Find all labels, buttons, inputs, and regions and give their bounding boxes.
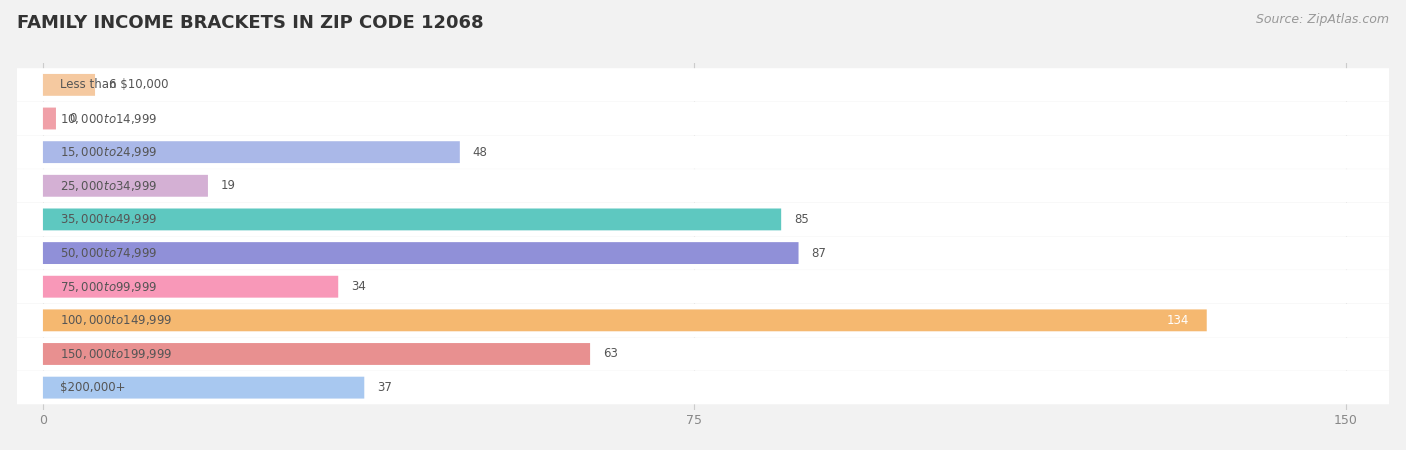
FancyBboxPatch shape [44,242,799,264]
FancyBboxPatch shape [44,74,96,96]
FancyBboxPatch shape [44,141,460,163]
Text: $200,000+: $200,000+ [60,381,125,394]
Text: 37: 37 [377,381,392,394]
FancyBboxPatch shape [17,68,1389,102]
Text: $25,000 to $34,999: $25,000 to $34,999 [60,179,157,193]
Text: 34: 34 [352,280,366,293]
Text: 0: 0 [69,112,76,125]
FancyBboxPatch shape [17,102,1389,135]
Text: $150,000 to $199,999: $150,000 to $199,999 [60,347,173,361]
FancyBboxPatch shape [44,108,56,130]
Text: $35,000 to $49,999: $35,000 to $49,999 [60,212,157,226]
Text: 85: 85 [794,213,808,226]
FancyBboxPatch shape [17,203,1389,236]
FancyBboxPatch shape [44,276,339,297]
FancyBboxPatch shape [44,377,364,399]
Text: $50,000 to $74,999: $50,000 to $74,999 [60,246,157,260]
Text: $75,000 to $99,999: $75,000 to $99,999 [60,280,157,294]
Text: 87: 87 [811,247,827,260]
FancyBboxPatch shape [17,270,1389,303]
Text: 134: 134 [1167,314,1189,327]
Text: Less than $10,000: Less than $10,000 [60,78,169,91]
FancyBboxPatch shape [17,304,1389,337]
FancyBboxPatch shape [17,236,1389,270]
Text: $100,000 to $149,999: $100,000 to $149,999 [60,313,173,327]
Text: 48: 48 [472,146,488,159]
FancyBboxPatch shape [17,371,1389,404]
FancyBboxPatch shape [17,135,1389,169]
FancyBboxPatch shape [44,208,782,230]
FancyBboxPatch shape [44,343,591,365]
FancyBboxPatch shape [44,310,1206,331]
Text: 19: 19 [221,179,236,192]
FancyBboxPatch shape [17,338,1389,371]
Text: FAMILY INCOME BRACKETS IN ZIP CODE 12068: FAMILY INCOME BRACKETS IN ZIP CODE 12068 [17,14,484,32]
Text: $15,000 to $24,999: $15,000 to $24,999 [60,145,157,159]
FancyBboxPatch shape [44,175,208,197]
Text: 6: 6 [108,78,115,91]
Text: $10,000 to $14,999: $10,000 to $14,999 [60,112,157,126]
Text: Source: ZipAtlas.com: Source: ZipAtlas.com [1256,14,1389,27]
Text: 63: 63 [603,347,619,360]
FancyBboxPatch shape [17,169,1389,202]
